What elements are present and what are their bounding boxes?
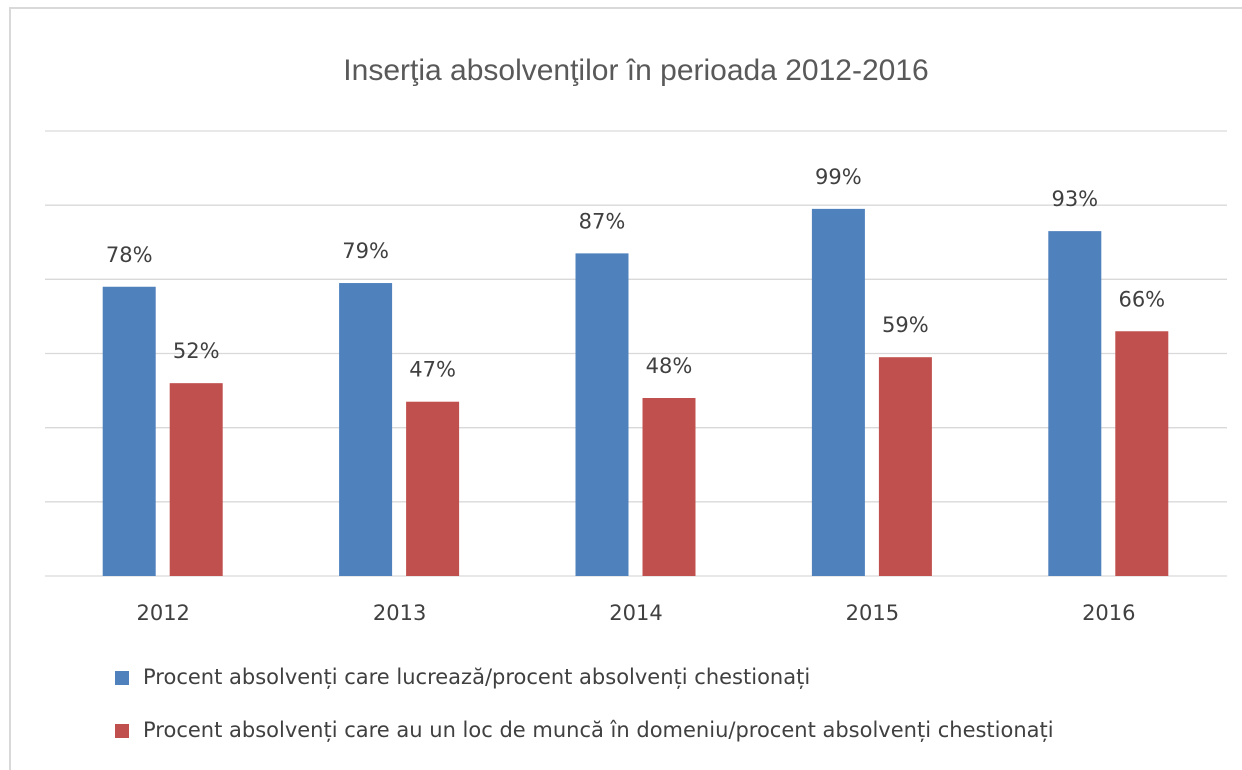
data-label: 87% <box>579 209 626 233</box>
x-tick-label: 2013 <box>373 601 426 625</box>
bar <box>878 357 932 576</box>
data-label: 59% <box>882 313 929 337</box>
data-label: 47% <box>409 358 456 382</box>
x-tick-label: 2016 <box>1082 601 1135 625</box>
chart-title: Inserţia absolvenţilor în perioada 2012-… <box>343 54 928 87</box>
x-tick-label: 2012 <box>136 601 189 625</box>
x-tick-label: 2015 <box>846 601 899 625</box>
bar <box>1115 331 1169 576</box>
data-label: 93% <box>1051 187 1098 211</box>
bar <box>811 208 865 576</box>
bar <box>169 383 223 576</box>
bar <box>642 398 696 576</box>
legend-swatch <box>115 671 129 685</box>
data-label: 52% <box>173 339 220 363</box>
x-tick-label: 2014 <box>609 601 662 625</box>
legend-label: Procent absolvenți care au un loc de mun… <box>143 718 1054 742</box>
bar <box>102 286 156 576</box>
legend-label: Procent absolvenți care lucrează/procent… <box>143 665 810 689</box>
data-label: 66% <box>1118 287 1165 311</box>
legend-swatch <box>115 724 129 738</box>
bar <box>406 401 460 576</box>
bar <box>339 283 393 576</box>
data-label: 79% <box>342 239 389 263</box>
bar <box>575 253 629 576</box>
data-label: 78% <box>106 243 153 267</box>
bar <box>1048 231 1102 576</box>
data-label: 48% <box>646 354 693 378</box>
data-label: 99% <box>815 165 862 189</box>
